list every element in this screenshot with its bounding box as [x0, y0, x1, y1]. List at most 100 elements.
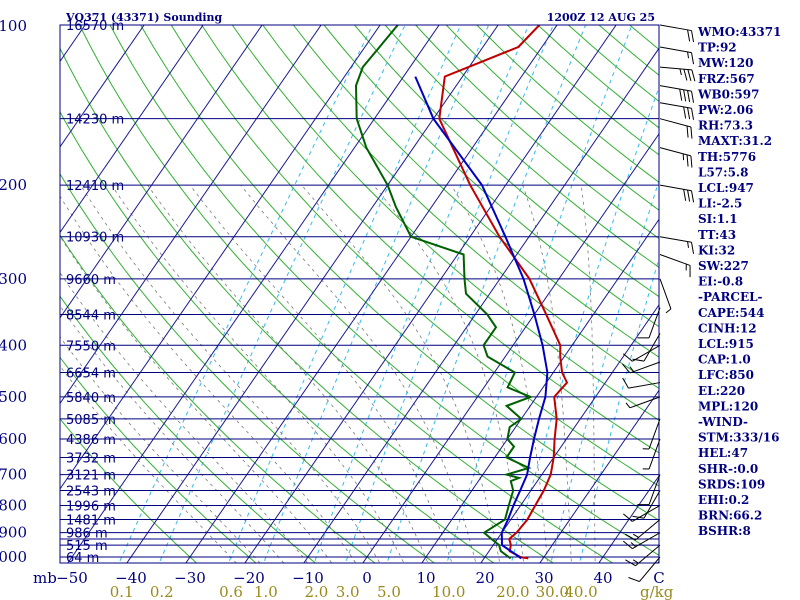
isotherm-line	[539, 389, 659, 563]
dry-adiabat	[60, 356, 257, 563]
dry-adiabat	[60, 172, 436, 563]
isotherm-line	[60, 25, 145, 148]
height-label: 16570 m	[66, 19, 124, 34]
wind-barb	[659, 236, 695, 254]
index-value: CAP:1.0	[698, 353, 751, 367]
pressure-tick-label: 600	[0, 430, 27, 448]
celsius-unit-label: C	[653, 569, 664, 587]
chart-title-left: VQ371 (43371) Sounding	[65, 11, 223, 24]
moist-adiabat	[147, 184, 429, 563]
isotherms	[60, 25, 659, 563]
moist-adiabat	[522, 184, 572, 563]
temperature-tick-label: 10	[416, 569, 435, 587]
pressure-tick-label: 200	[0, 176, 27, 194]
wind-barb	[622, 361, 661, 374]
plot-frame	[59, 24, 660, 564]
height-label: 2543 m	[66, 485, 116, 500]
index-value: CAPE:544	[698, 306, 765, 320]
height-label: 3732 m	[66, 451, 116, 466]
pressure-tick-label: 400	[0, 336, 27, 354]
wind-barb	[659, 24, 695, 43]
height-label: 12410 m	[66, 179, 124, 194]
index-value: STM:333/16	[698, 431, 779, 445]
wind-barb	[642, 418, 661, 450]
index-value: CINH:12	[698, 321, 757, 335]
height-label: 5085 m	[66, 413, 116, 428]
moist-adiabat	[80, 184, 381, 563]
index-value: LFC:850	[698, 368, 754, 382]
pressure-tick-label: 500	[0, 388, 27, 406]
wind-barb	[625, 544, 661, 567]
pressure-axis-labels: 100 200 300 400 500 600 700 800 900 1000	[0, 17, 27, 566]
wind-barb	[637, 307, 661, 339]
dry-adiabat	[323, 25, 659, 328]
mixing-ratio-unit-label: g/kg	[640, 583, 674, 600]
index-value: WB0:597	[697, 87, 759, 101]
mixing-ratio-axis-labels: 0.1 0.2 0.6 1.0 2.0 3.0 5.0 10.0 20.0 30.040.0 g/k…	[110, 583, 674, 600]
temperature-tick-label: −40	[115, 569, 147, 587]
index-value: SW:227	[698, 259, 749, 273]
pressure-tick-label: 700	[0, 466, 27, 484]
pressure-tick-label: 100	[0, 17, 27, 35]
moist-adiabat	[450, 184, 548, 563]
dry-adiabat	[60, 47, 555, 563]
height-label: 10930 m	[66, 231, 124, 246]
isotherm-line	[60, 25, 204, 234]
mixing-ratio-line	[446, 25, 633, 563]
index-value: SI:1.1	[698, 212, 738, 226]
temperature-profile-line	[438, 25, 569, 560]
index-value: KI:32	[698, 243, 735, 257]
wind-barb	[659, 46, 695, 65]
height-label: 14230 m	[66, 113, 124, 128]
wind-barb	[659, 66, 696, 82]
isotherm-line	[362, 132, 659, 563]
isotherm-line	[60, 25, 322, 405]
isobars	[60, 25, 659, 558]
dry-adiabat	[109, 25, 659, 556]
index-value: PW:2.06	[698, 103, 753, 117]
isotherm-line	[421, 218, 659, 563]
temperature-tick-label: −20	[233, 569, 265, 587]
dry-adiabat	[293, 25, 659, 358]
wind-barbs	[622, 24, 696, 582]
moist-adiabat	[60, 272, 309, 563]
index-value: RH:73.3	[698, 119, 753, 133]
height-label: 5840 m	[66, 391, 116, 406]
mixing-ratio-tick-label: 2.0	[304, 583, 328, 600]
index-value: TH:5776	[698, 150, 756, 164]
mixing-ratio-tick-label: 30.0	[536, 583, 569, 600]
height-label: 1481 m	[66, 513, 116, 528]
index-value: MPL:120	[698, 399, 758, 413]
mixing-ratio-line	[386, 25, 587, 563]
mixing-ratio-line	[158, 25, 406, 563]
temperature-tick-label: −50	[56, 569, 88, 587]
wind-barb	[659, 184, 695, 203]
temperature-tick-label: 40	[593, 569, 612, 587]
mixing-ratio-tick-label: 1.0	[254, 583, 278, 600]
moist-adiabat	[373, 184, 525, 563]
mixing-ratio-tick-label: 0.2	[150, 583, 174, 600]
temperature-tick-label: 20	[475, 569, 494, 587]
wind-barb	[659, 278, 672, 314]
index-value: SHR-:0.0	[698, 462, 758, 476]
wind-barb	[623, 532, 661, 550]
index-value: TT:43	[698, 228, 736, 242]
temperature-tick-label: −30	[174, 569, 206, 587]
wind-barb	[642, 438, 661, 470]
pressure-tick-label: 900	[0, 524, 27, 542]
wind-barb	[659, 85, 695, 103]
index-value: MAXT:31.2	[698, 134, 772, 148]
wind-barb	[632, 333, 661, 362]
parcel-profile-line	[414, 76, 549, 560]
height-label: 6654 m	[66, 367, 116, 382]
dry-adiabat	[262, 25, 659, 389]
height-label: 3121 m	[66, 469, 116, 484]
wind-barb	[622, 377, 661, 389]
mixing-ratio-tick-label: 3.0	[336, 583, 360, 600]
mixing-ratio-line	[510, 85, 659, 563]
mixing-ratio-line	[118, 25, 374, 563]
pressure-tick-label: 300	[0, 270, 27, 288]
